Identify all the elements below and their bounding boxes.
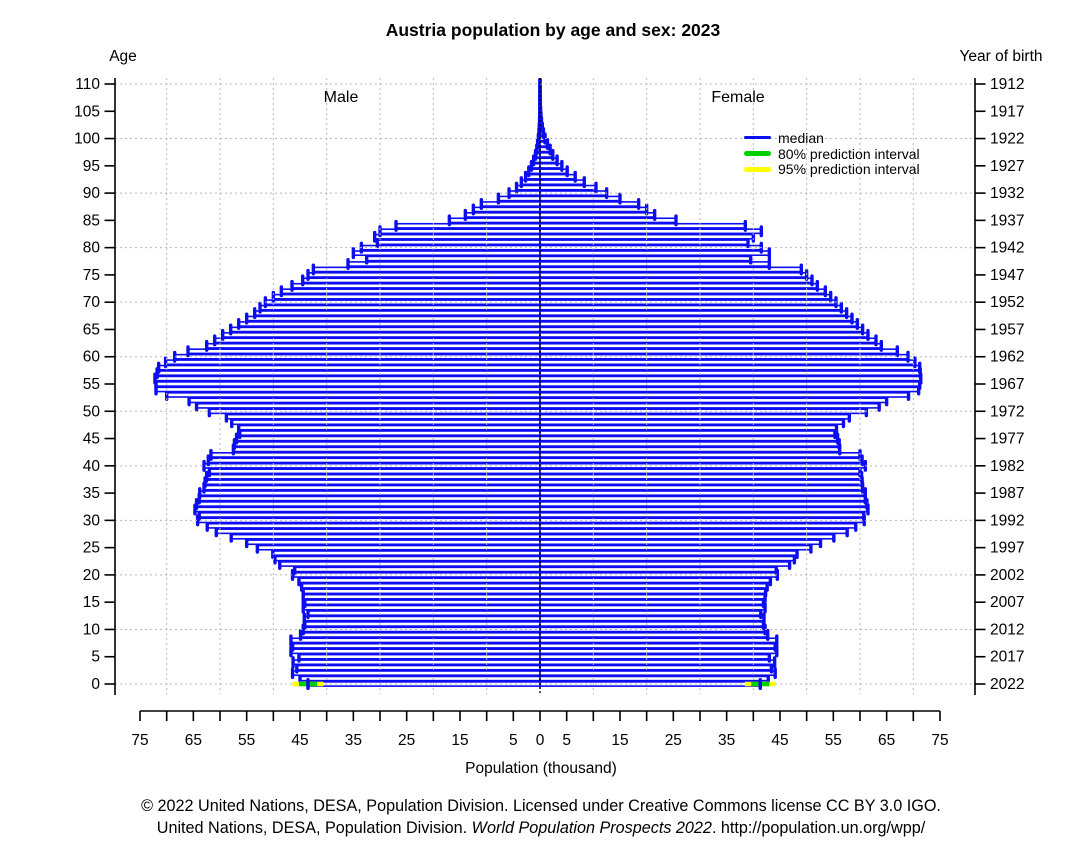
svg-text:55: 55 [83,376,100,393]
svg-text:2017: 2017 [990,649,1024,666]
svg-text:100: 100 [74,131,100,148]
svg-text:5: 5 [509,732,518,749]
svg-text:1932: 1932 [990,185,1024,202]
svg-text:35: 35 [345,732,362,749]
svg-text:55: 55 [238,732,255,749]
x-axis-title: Population (thousand) [465,760,617,777]
svg-text:1957: 1957 [990,321,1024,338]
svg-text:1997: 1997 [990,540,1024,557]
svg-text:5: 5 [562,732,571,749]
svg-text:10: 10 [83,621,101,638]
legend-row-median: median [744,130,920,146]
svg-text:1937: 1937 [990,212,1024,229]
svg-text:2007: 2007 [990,594,1024,611]
footer-line2: United Nations, DESA, Population Divisio… [156,819,926,837]
svg-text:15: 15 [611,732,628,749]
svg-text:40: 40 [83,458,101,475]
svg-text:65: 65 [83,321,100,338]
svg-text:1962: 1962 [990,349,1024,366]
svg-text:35: 35 [718,732,735,749]
male-bars [153,78,542,690]
svg-text:85: 85 [83,212,100,229]
svg-text:55: 55 [825,732,842,749]
legend-label: 95% prediction interval [778,161,920,178]
svg-text:105: 105 [74,103,100,120]
year-axis: 2022 2017 2012 2007 2002 1997 1992 1987 1982 1977… [974,76,1024,695]
male-side-label: Male [323,89,359,106]
age-axis-title: Age [109,48,137,65]
svg-text:20: 20 [83,567,101,584]
footer-line1: © 2022 United Nations, DESA, Population … [141,797,941,815]
footer-attribution: © 2022 United Nations, DESA, Population … [0,795,1080,839]
svg-text:25: 25 [83,540,100,557]
svg-text:1982: 1982 [990,458,1024,475]
svg-text:45: 45 [771,732,788,749]
svg-text:75: 75 [83,267,100,284]
svg-text:5: 5 [91,649,100,666]
svg-text:15: 15 [83,594,100,611]
svg-text:75: 75 [131,732,148,749]
svg-text:1967: 1967 [990,376,1024,393]
svg-text:1977: 1977 [990,431,1024,448]
svg-text:95: 95 [83,158,100,175]
svg-text:1942: 1942 [990,240,1024,257]
age0-prediction-intervals [292,678,776,690]
svg-text:1987: 1987 [990,485,1024,502]
svg-text:15: 15 [451,732,468,749]
svg-text:0: 0 [91,676,100,693]
svg-text:1947: 1947 [990,267,1024,284]
svg-text:1952: 1952 [990,294,1024,311]
svg-text:30: 30 [83,512,101,529]
svg-text:45: 45 [291,732,308,749]
pi80-line-swatch [744,151,771,157]
svg-text:80: 80 [83,240,101,257]
legend: median 80% prediction interval 95% predi… [744,130,920,177]
legend-label: 80% prediction interval [778,145,920,162]
svg-text:1927: 1927 [990,158,1024,175]
svg-text:60: 60 [83,349,101,366]
svg-text:45: 45 [83,431,100,448]
svg-text:25: 25 [398,732,415,749]
svg-text:50: 50 [83,403,101,420]
median-line-swatch [744,136,771,140]
svg-text:1922: 1922 [990,131,1024,148]
svg-text:1917: 1917 [990,103,1024,120]
legend-label: median [778,129,824,146]
svg-text:25: 25 [665,732,682,749]
svg-text:1912: 1912 [990,76,1024,93]
svg-text:65: 65 [878,732,895,749]
age-axis: 0 5 10 15 20 25 30 35 40 45 50 55 60 65 70 75 80 85 90 95 10… [74,76,116,695]
legend-row-pi80: 80% prediction interval [744,146,920,162]
svg-text:90: 90 [83,185,101,202]
svg-text:1972: 1972 [990,403,1024,420]
legend-row-pi95: 95% prediction interval [744,162,920,178]
svg-text:2012: 2012 [990,621,1024,638]
svg-text:1992: 1992 [990,512,1024,529]
svg-text:35: 35 [83,485,100,502]
svg-text:2002: 2002 [990,567,1024,584]
svg-text:65: 65 [185,732,202,749]
svg-text:70: 70 [83,294,101,311]
svg-text:110: 110 [75,76,100,93]
female-side-label: Female [711,89,765,106]
footer-report-title: World Population Prospects 2022 [471,819,712,837]
chart-title: Austria population by age and sex: 2023 [385,20,721,40]
svg-text:75: 75 [931,732,948,749]
gridlines [115,78,975,694]
svg-text:0: 0 [536,732,545,749]
year-axis-title: Year of birth [959,48,1043,65]
pi95-line-swatch [744,166,771,172]
svg-text:2022: 2022 [990,676,1024,693]
